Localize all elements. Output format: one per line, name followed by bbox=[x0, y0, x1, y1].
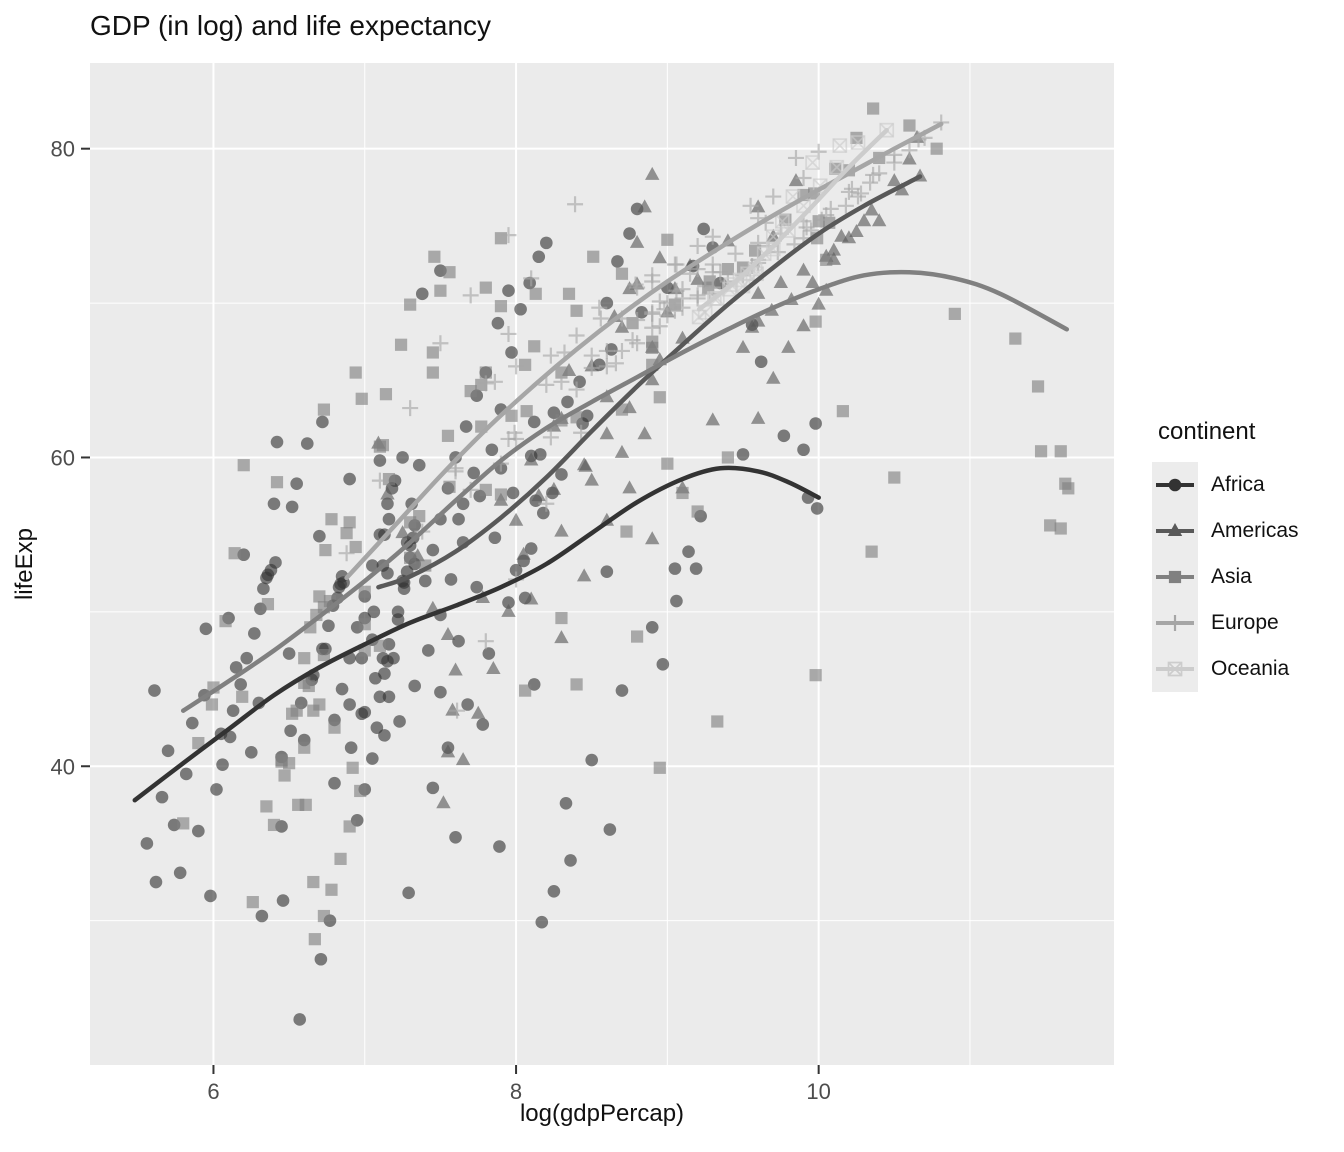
axis-ticks bbox=[81, 147, 820, 1074]
legend-label: Americas bbox=[1211, 519, 1299, 542]
series-asia-points bbox=[177, 102, 1075, 946]
smooth-lines-layer bbox=[132, 121, 1070, 803]
legend-item-americas: Americas bbox=[1152, 508, 1337, 554]
legend-items: Africa Americas Asia Europe Oceania bbox=[1152, 462, 1337, 692]
x-tick-label: 10 bbox=[806, 1079, 830, 1104]
legend-label: Africa bbox=[1211, 473, 1265, 496]
legend-key-triangle-icon bbox=[1152, 508, 1198, 554]
legend-key-square-cross-icon bbox=[1152, 646, 1198, 692]
y-tick-label: 60 bbox=[51, 445, 75, 470]
x-tick-label: 6 bbox=[207, 1079, 219, 1104]
smooth-line-africa bbox=[132, 465, 821, 803]
legend-label: Asia bbox=[1211, 565, 1252, 588]
legend-label: Oceania bbox=[1211, 657, 1290, 680]
chart-title: GDP (in log) and life expectancy bbox=[90, 10, 492, 41]
legend-item-asia: Asia bbox=[1152, 554, 1337, 600]
panel-background bbox=[90, 63, 1114, 1065]
axis-tick-labels: 6 8 10 40 60 80 bbox=[51, 137, 831, 1104]
smooth-line-oceania bbox=[696, 127, 889, 312]
scatter-points-layer bbox=[140, 102, 1075, 1026]
x-tick-label: 8 bbox=[510, 1079, 522, 1104]
y-tick-label: 40 bbox=[51, 754, 75, 779]
x-axis-title: log(gdpPercap) bbox=[519, 1100, 685, 1127]
legend-key-square-icon bbox=[1152, 554, 1198, 600]
legend-key-plus-icon bbox=[1152, 600, 1198, 646]
smooth-line-americas bbox=[376, 174, 923, 590]
legend-label: Europe bbox=[1211, 611, 1279, 634]
legend: continent Africa Americas Asia Europe Oceani… bbox=[1152, 418, 1337, 692]
legend-title: continent bbox=[1158, 418, 1256, 445]
smooth-line-asia bbox=[180, 269, 1070, 713]
legend-key-circle-icon bbox=[1152, 462, 1198, 508]
legend-item-africa: Africa bbox=[1152, 462, 1337, 508]
legend-item-europe: Europe bbox=[1152, 600, 1337, 646]
legend-item-oceania: Oceania bbox=[1152, 646, 1337, 692]
y-tick-label: 80 bbox=[51, 137, 75, 162]
